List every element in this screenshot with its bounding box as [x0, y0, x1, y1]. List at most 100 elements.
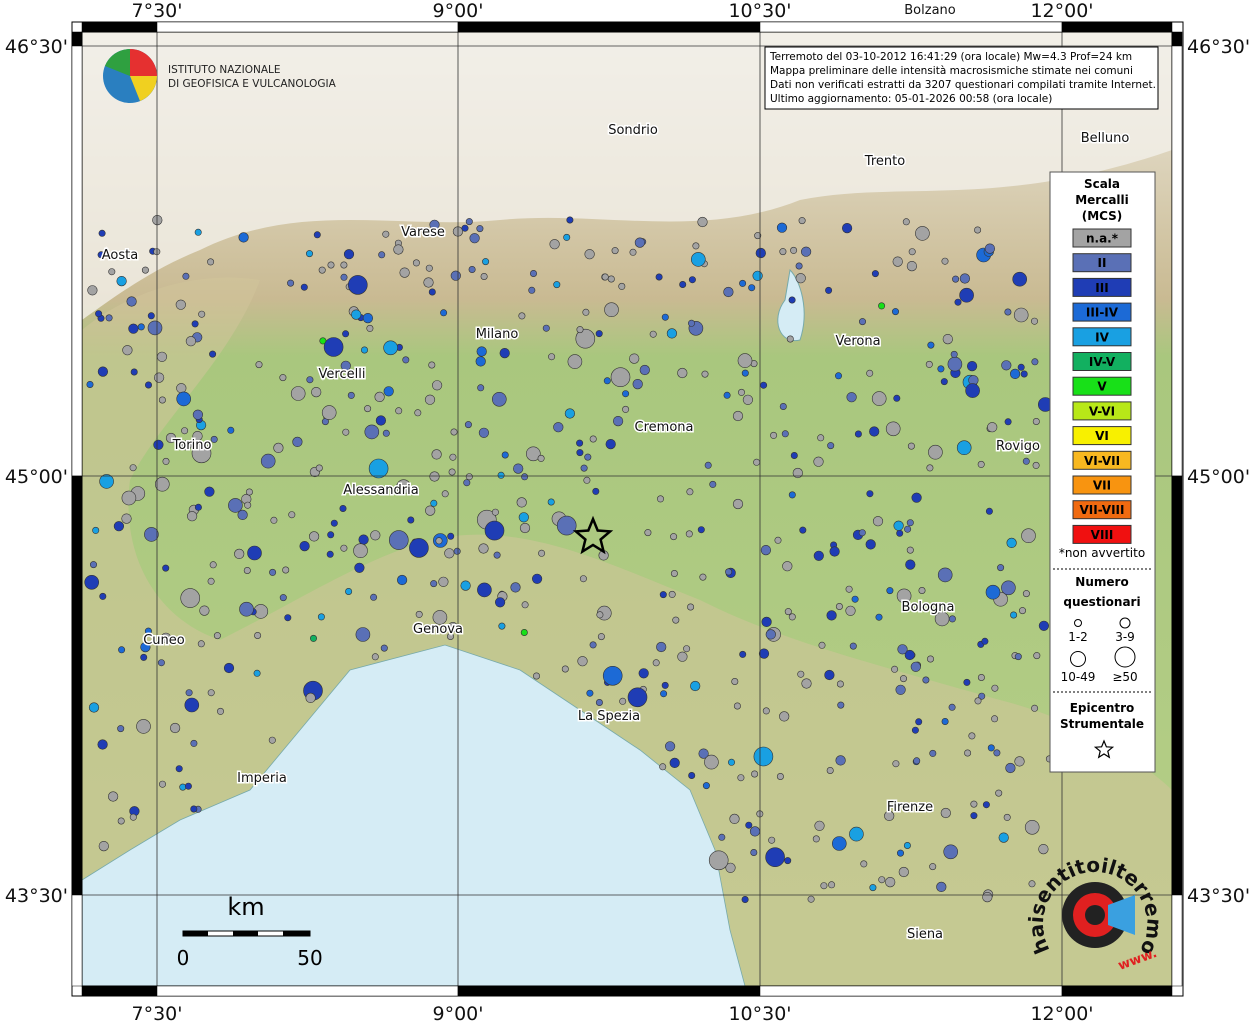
intensity-point — [891, 308, 899, 316]
intensity-point — [576, 439, 584, 447]
intensity-point — [117, 725, 125, 733]
intensity-point — [209, 350, 217, 358]
intensity-point — [725, 568, 733, 576]
legend-label: IV-V — [1089, 355, 1116, 369]
intensity-point — [741, 369, 749, 377]
logo-segment — [130, 76, 157, 101]
intensity-point — [157, 659, 165, 667]
intensity-point — [576, 326, 584, 334]
intensity-point — [429, 219, 440, 230]
intensity-point — [129, 813, 137, 821]
intensity-point — [556, 515, 577, 536]
intensity-point — [393, 244, 404, 255]
intensity-point — [185, 689, 193, 697]
intensity-point — [567, 354, 583, 369]
intensity-point — [204, 486, 215, 497]
intensity-point — [871, 270, 879, 278]
intensity-point — [702, 782, 710, 790]
intensity-point — [465, 218, 473, 226]
intensity-point — [790, 451, 798, 459]
intensity-point — [698, 748, 709, 759]
intensity-point — [776, 222, 788, 233]
intensity-point — [906, 261, 918, 272]
intensity-point — [516, 497, 527, 508]
intensity-point — [913, 757, 921, 765]
intensity-point — [586, 689, 594, 697]
intensity-point — [321, 405, 337, 420]
intensity-point — [245, 488, 253, 496]
frame-segment — [1171, 31, 1183, 47]
intensity-point — [765, 847, 785, 868]
map-frame — [71, 21, 1184, 997]
longitude-label: 9°00' — [433, 0, 484, 22]
intensity-point — [679, 280, 687, 288]
place-label: La Spezia — [578, 709, 640, 724]
intensity-point — [181, 427, 189, 435]
intensity-point — [98, 229, 106, 237]
intensity-point — [425, 264, 433, 272]
intensity-point — [378, 251, 386, 259]
intensity-point — [430, 499, 438, 507]
intensity-point — [666, 328, 678, 339]
intensity-point — [622, 405, 630, 413]
intensity-point — [347, 275, 368, 295]
intensity-point — [238, 232, 249, 243]
intensity-point — [622, 390, 630, 398]
intensity-point — [799, 526, 807, 534]
frame-segment — [156, 21, 459, 33]
intensity-point — [583, 476, 591, 484]
intensity-point — [1033, 652, 1041, 660]
institute-name: DI GEOFISICA E VULCANOLOGIA — [168, 78, 337, 90]
intensity-point — [644, 529, 652, 537]
intensity-point — [450, 270, 461, 281]
intensity-point — [440, 309, 448, 317]
intensity-point — [1017, 363, 1025, 371]
intensity-point — [661, 313, 669, 321]
intensity-point — [446, 632, 454, 640]
intensity-point — [342, 330, 350, 338]
place-label: Trento — [864, 154, 905, 169]
intensity-point — [441, 490, 449, 498]
intensity-point — [761, 616, 772, 628]
frame-segment — [457, 21, 761, 33]
intensity-point — [432, 380, 443, 391]
intensity-point — [99, 592, 107, 600]
place-label: Siena — [907, 927, 943, 942]
intensity-point — [704, 754, 719, 770]
place-label: Sondrio — [608, 123, 658, 138]
intensity-point — [741, 895, 749, 903]
intensity-point — [453, 547, 461, 555]
intensity-point — [729, 813, 740, 825]
intensity-point — [826, 610, 837, 621]
intensity-point — [1004, 308, 1012, 316]
intensity-point — [364, 405, 372, 413]
intensity-point — [959, 287, 974, 303]
intensity-point — [287, 279, 295, 287]
intensity-point — [755, 247, 766, 259]
basemap — [82, 32, 1172, 986]
intensity-point — [619, 697, 627, 705]
intensity-point — [566, 216, 574, 224]
intensity-point — [991, 684, 999, 692]
intensity-point — [982, 801, 990, 809]
intensity-point — [129, 464, 137, 472]
intensity-point — [326, 550, 334, 558]
intensity-point — [477, 582, 492, 598]
intensity-point — [611, 247, 619, 255]
longitude-label: 10°30' — [728, 1003, 791, 1024]
intensity-point — [190, 739, 198, 747]
intensity-point — [498, 622, 506, 630]
intensity-point — [885, 876, 896, 888]
intensity-point — [160, 632, 171, 643]
intensity-point — [911, 726, 919, 734]
latitude-label: 46°30' — [5, 36, 68, 58]
intensity-point — [745, 821, 753, 829]
intensity-point — [929, 863, 937, 871]
intensity-point — [893, 520, 904, 531]
intensity-point — [629, 353, 640, 364]
place-label: Verona — [835, 334, 880, 349]
intensity-point — [343, 249, 355, 260]
intensity-point — [213, 632, 221, 640]
intensity-point — [141, 266, 149, 274]
intensity-point — [807, 895, 815, 903]
